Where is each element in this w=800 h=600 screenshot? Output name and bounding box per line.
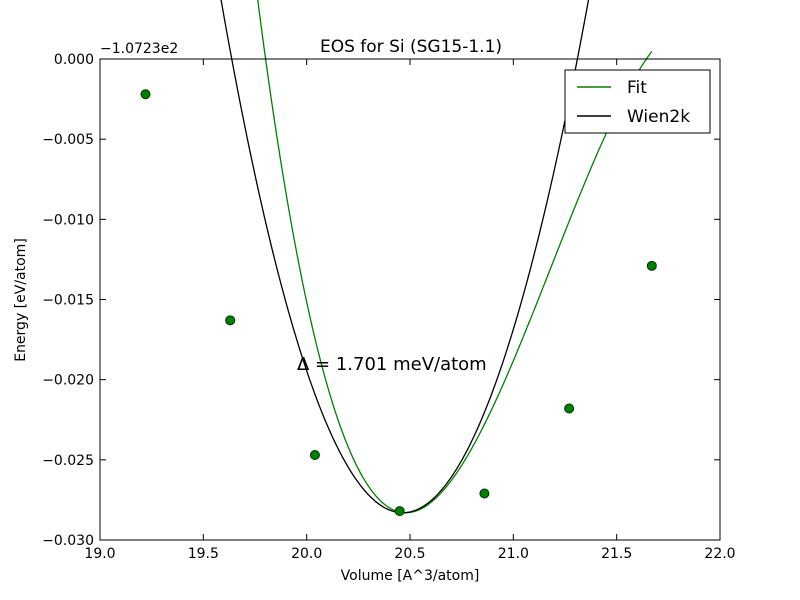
x-axis-label: Volume [A^3/atom] [341, 568, 480, 584]
x-tick-label: 22.0 [704, 546, 735, 562]
x-tick-label: 20.5 [394, 546, 425, 562]
y-tick-label: 0.000 [54, 52, 94, 68]
axis-ticks: 19.0 19.5 20.0 20.5 21.0 21.5 22.0 0.000 −0.005 −… [42, 52, 735, 562]
data-point [479, 488, 490, 499]
plot-frame [99, 58, 721, 541]
data-point [225, 315, 236, 326]
y-tick-label: −0.020 [42, 373, 94, 389]
y-tick-label: −0.005 [42, 132, 94, 148]
delta-annotation: Δ = 1.701 meV/atom [297, 354, 487, 375]
x-tick-label: 19.0 [84, 546, 115, 562]
y-offset-label: −1.0723e2 [100, 41, 178, 57]
data-points [140, 89, 657, 517]
data-point [309, 450, 320, 461]
data-point [646, 260, 657, 271]
x-tick-label: 21.0 [498, 546, 529, 562]
y-tick-label: −0.015 [42, 293, 94, 309]
y-tick-label: −0.025 [42, 453, 94, 469]
y-tick-label: −0.030 [42, 533, 94, 549]
legend-box [564, 69, 711, 134]
x-tick-label: 20.0 [291, 546, 322, 562]
data-point [394, 506, 405, 517]
chart-title: EOS for Si (SG15-1.1) [320, 37, 502, 57]
data-point [564, 403, 575, 414]
legend-label-fit: Fit [627, 78, 647, 98]
legend: Fit Wien2k [564, 69, 711, 134]
data-point [140, 89, 151, 100]
y-axis-label: Energy [eV/atom] [13, 238, 29, 362]
x-tick-label: 19.5 [188, 546, 219, 562]
y-tick-label: −0.010 [42, 212, 94, 228]
legend-label-wien2k: Wien2k [627, 107, 690, 127]
x-tick-label: 21.5 [601, 546, 632, 562]
